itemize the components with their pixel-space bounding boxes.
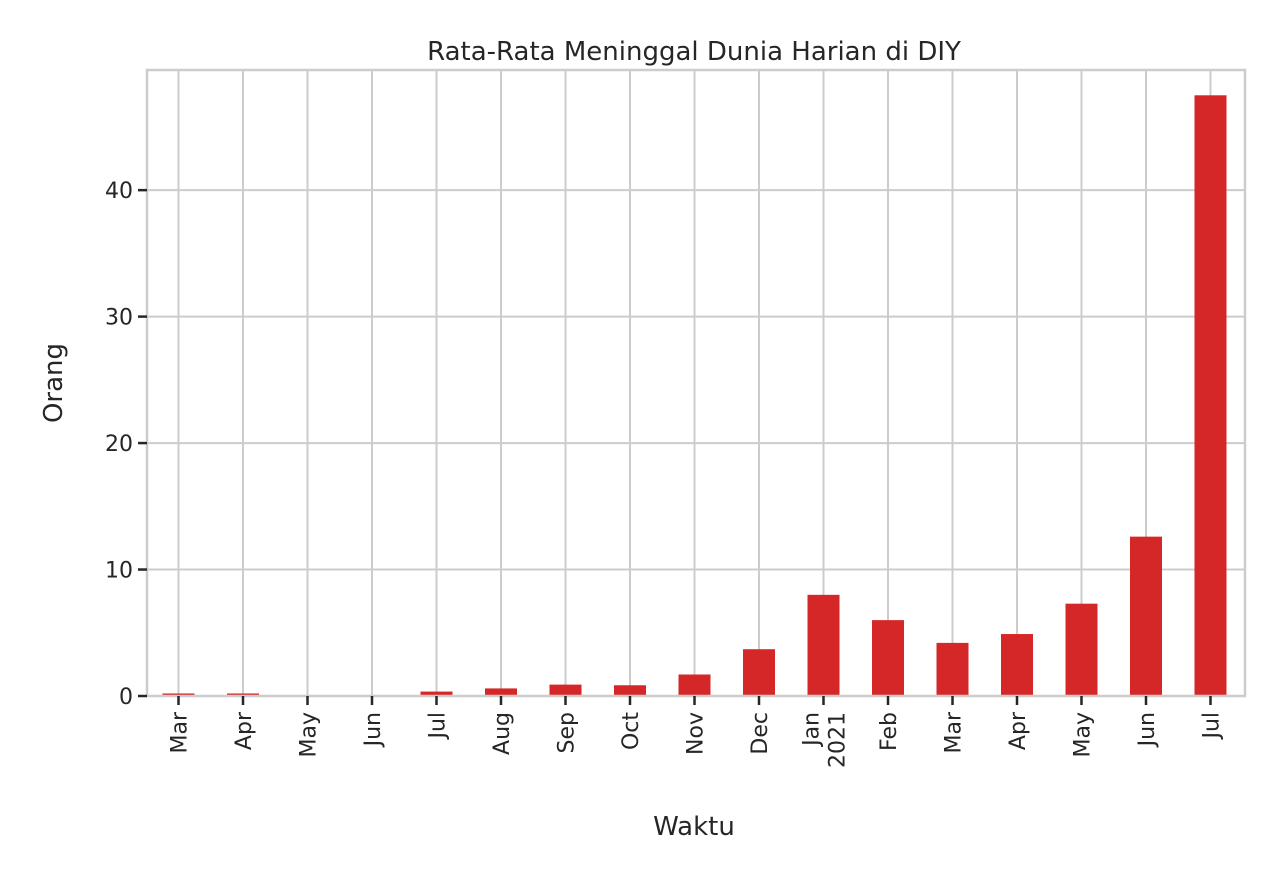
bar xyxy=(936,642,969,696)
x-tick-label: Oct xyxy=(619,712,644,750)
bar xyxy=(1130,536,1162,696)
bar xyxy=(162,693,195,696)
bar xyxy=(743,649,775,696)
x-tick-label: Aug xyxy=(490,712,515,755)
bar xyxy=(872,620,904,696)
axis-ticks: 0 10 20 30 40 Mar Apr May Jun Jul Aug Sep Oct Nov Dec J… xyxy=(105,179,1225,768)
bar xyxy=(227,693,259,696)
x-tick-label: Sep xyxy=(555,712,580,753)
y-axis-label: Orang xyxy=(39,343,69,423)
bar xyxy=(1001,634,1033,696)
x-tick-label: Apr xyxy=(232,711,257,750)
x-tick-label: Feb xyxy=(877,712,902,751)
bar xyxy=(549,684,582,696)
chart-title: Rata-Rata Meninggal Dunia Harian di DIY xyxy=(427,37,961,67)
bar xyxy=(1194,95,1227,697)
y-tick-label: 10 xyxy=(105,559,133,584)
grid-lines xyxy=(147,70,1245,697)
y-tick-label: 20 xyxy=(105,432,133,457)
bar xyxy=(420,691,453,696)
bars xyxy=(162,95,1227,697)
x-tick-label: Mar xyxy=(942,711,967,753)
x-tick-label: May xyxy=(1071,712,1096,757)
x-tick-label: Apr xyxy=(1006,711,1031,750)
x-axis-label: Waktu xyxy=(653,812,735,842)
bar xyxy=(1065,603,1098,696)
x-tick-label: Jul xyxy=(426,712,451,741)
x-tick-label: Jun xyxy=(361,712,386,748)
x-tick-label: Dec xyxy=(748,712,773,755)
x-tick-label: Mar xyxy=(168,711,193,753)
bar xyxy=(678,674,711,696)
bar xyxy=(807,594,840,696)
plot-frame xyxy=(145,68,1247,698)
bar xyxy=(485,688,517,696)
y-tick-label: 40 xyxy=(105,179,133,204)
bar xyxy=(614,685,646,696)
x-tick-label: Nov xyxy=(684,712,709,755)
x-tick-label: Jun xyxy=(1135,712,1160,748)
x-tick-label: Jan2021 xyxy=(800,712,851,768)
x-tick-label: May xyxy=(297,712,322,757)
x-tick-label: Jul xyxy=(1200,712,1225,741)
y-tick-label: 0 xyxy=(119,685,133,710)
y-tick-label: 30 xyxy=(105,306,133,331)
